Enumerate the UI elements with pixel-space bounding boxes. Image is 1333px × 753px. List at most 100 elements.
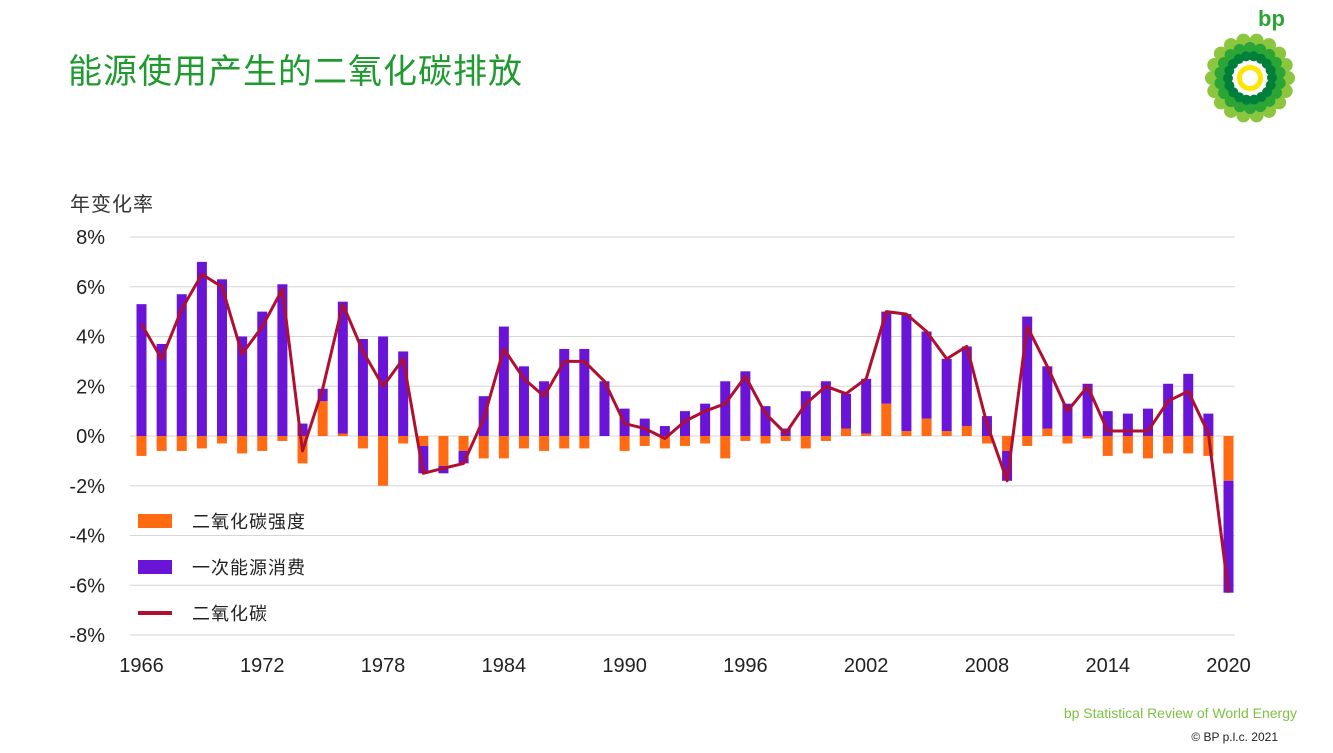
intensity-bar xyxy=(217,436,228,444)
intensity-bar xyxy=(559,436,570,449)
y-tick-label: -6% xyxy=(69,575,105,597)
intensity-bar xyxy=(478,436,489,459)
legend-swatch-energy xyxy=(138,560,172,574)
y-tick-label: 4% xyxy=(76,327,105,349)
energy-bar xyxy=(740,371,751,436)
intensity-bar xyxy=(257,436,268,451)
y-axis-label: 年变化率 xyxy=(70,192,154,216)
intensity-bar xyxy=(619,436,630,451)
intensity-bar xyxy=(357,436,368,449)
legend-label-energy: 一次能源消费 xyxy=(192,558,306,579)
legend-label-intensity: 二氧化碳强度 xyxy=(192,512,306,533)
logo-petal xyxy=(1265,65,1276,76)
energy-bar xyxy=(820,381,831,436)
energy-bar xyxy=(136,304,147,436)
energy-bar xyxy=(196,261,207,436)
logo-petal xyxy=(1223,73,1233,84)
energy-bar xyxy=(700,403,711,436)
energy-bar xyxy=(156,343,167,436)
energy-bar xyxy=(176,294,187,436)
logo-petal xyxy=(1273,77,1286,90)
logo-petal xyxy=(1241,51,1251,62)
legend-item-intensity: 二氧化碳强度 xyxy=(138,498,306,544)
intensity-bar xyxy=(1082,436,1093,439)
bp-helios-logo-icon xyxy=(1205,33,1295,123)
energy-bar xyxy=(357,338,368,436)
intensity-bar xyxy=(1042,428,1053,436)
y-tick-label: -4% xyxy=(69,526,105,548)
energy-bar xyxy=(317,388,328,402)
energy-bar xyxy=(1203,413,1214,436)
intensity-bar xyxy=(881,403,892,436)
y-tick-label: 2% xyxy=(76,376,105,398)
intensity-bar xyxy=(1062,436,1073,444)
y-tick-label: -8% xyxy=(69,625,105,647)
y-tick-label: 8% xyxy=(76,227,105,249)
intensity-bar xyxy=(841,428,852,436)
energy-bar xyxy=(841,393,852,429)
energy-bar xyxy=(921,331,932,419)
intensity-bar xyxy=(518,436,529,449)
intensity-bar xyxy=(961,426,972,436)
co2-line xyxy=(140,272,1230,593)
energy-bar xyxy=(1122,413,1133,436)
logo-petal xyxy=(1214,66,1227,79)
intensity-bar xyxy=(438,436,449,466)
intensity-bar xyxy=(760,436,771,444)
energy-bar xyxy=(901,314,912,432)
intensity-bar xyxy=(1223,436,1234,481)
intensity-bar xyxy=(639,436,650,446)
x-tick-label: 1972 xyxy=(240,655,285,677)
energy-bar xyxy=(498,326,509,436)
intensity-bar xyxy=(337,433,348,436)
intensity-bar xyxy=(1122,436,1133,454)
co2-series-line xyxy=(140,272,1230,593)
x-tick-label: 2008 xyxy=(965,655,1010,677)
x-tick-label: 1984 xyxy=(482,655,527,677)
logo-petal xyxy=(1224,49,1237,62)
energy-bar xyxy=(1102,411,1113,436)
intensity-bar xyxy=(398,436,409,444)
logo-petal xyxy=(1213,46,1228,61)
energy-bar xyxy=(418,445,429,474)
energy-bar xyxy=(277,284,288,436)
energy-bar xyxy=(680,411,690,436)
energy-bar xyxy=(1163,383,1174,436)
intensity-bar xyxy=(136,436,147,456)
logo-petal xyxy=(1270,86,1282,99)
logo-petal xyxy=(1263,94,1276,107)
intensity-bar xyxy=(1022,436,1033,446)
footer-copyright: © BP p.l.c. 2021 xyxy=(1191,730,1278,744)
x-tick-label: 2014 xyxy=(1085,655,1130,677)
energy-bar xyxy=(720,381,731,436)
energy-bar xyxy=(458,450,469,464)
intensity-bar xyxy=(680,436,690,446)
energy-bar xyxy=(881,311,892,404)
logo-petal xyxy=(1224,95,1237,108)
intensity-bar xyxy=(921,418,932,436)
x-tick-label: 1978 xyxy=(361,655,406,677)
energy-bar xyxy=(579,348,590,436)
intensity-bar xyxy=(901,431,912,436)
energy-bar xyxy=(337,301,348,434)
y-tick-label: 0% xyxy=(76,426,105,448)
intensity-bar xyxy=(1142,436,1153,459)
energy-bar xyxy=(760,406,771,436)
energy-bar xyxy=(1002,450,1013,481)
intensity-bar xyxy=(458,436,469,451)
x-tick-label: 1966 xyxy=(119,655,164,677)
intensity-bar xyxy=(237,436,248,454)
intensity-bar xyxy=(317,401,328,436)
y-tick-labels: 8% 6% 4% 2% 0% -2% -4% -6% -8% xyxy=(69,227,105,647)
intensity-bar xyxy=(156,436,167,451)
intensity-bar xyxy=(418,436,429,446)
intensity-bar xyxy=(539,436,550,451)
x-tick-label: 2002 xyxy=(844,655,889,677)
intensity-bar xyxy=(1002,436,1013,451)
logo-petal xyxy=(1224,80,1235,91)
energy-bar xyxy=(398,351,409,436)
y-tick-label: 6% xyxy=(76,277,105,299)
energy-bar xyxy=(861,378,872,434)
intensity-bar xyxy=(800,436,811,449)
